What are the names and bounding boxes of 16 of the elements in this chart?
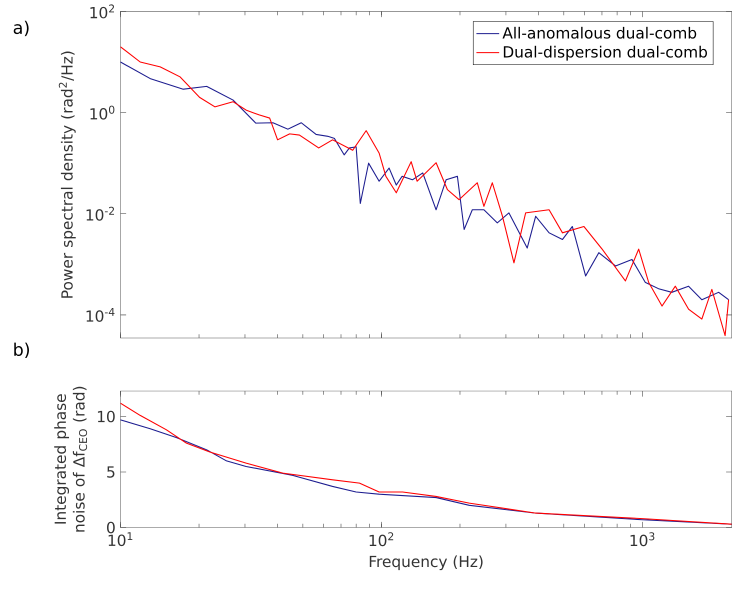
y-tick-label: 0 <box>107 522 115 534</box>
x-tick-label: 10$^{2}$ <box>370 532 394 546</box>
text: a) <box>14 20 29 36</box>
y-tick-label: 10$^{-2}$ <box>86 206 114 221</box>
legend-label: All-anomalous dual-comb <box>502 26 696 39</box>
x-tick-label: 10$^{1}$ <box>108 532 132 546</box>
text: b) <box>14 342 29 358</box>
y-tick-label: 10 <box>98 410 115 422</box>
x-tick-label: 10$^{3}$ <box>630 532 654 546</box>
y-tick-label: 5 <box>107 466 114 478</box>
y-tick-label: 10$^{0}$ <box>90 106 114 120</box>
y-axis-title: Power spectral density (rad$^{2}$/Hz) <box>58 51 76 298</box>
legend-label: Dual-dispersion dual-comb <box>504 46 707 61</box>
x-axis-title: Frequency (Hz) <box>370 555 483 570</box>
y-tick-label: 10$^{-4}$ <box>86 308 114 322</box>
y-tick-label: 10$^{2}$ <box>90 4 114 18</box>
